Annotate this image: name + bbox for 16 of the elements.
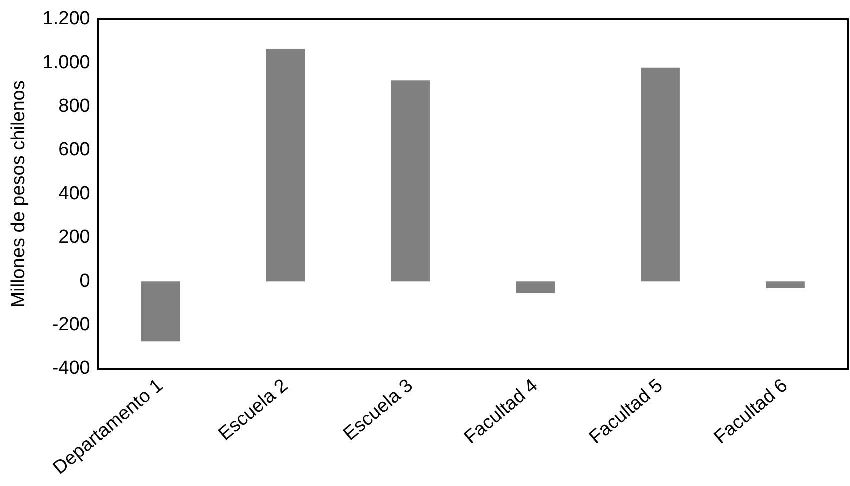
bar [141, 282, 180, 342]
y-tick-label: 400 [58, 183, 90, 204]
y-tick-label: 600 [58, 140, 90, 161]
bar [766, 282, 805, 289]
y-tick-label: 1.200 [42, 8, 90, 30]
bar [391, 80, 430, 282]
y-tick-label: 0 [80, 270, 90, 292]
y-tick-label: -200 [52, 314, 90, 336]
bar [516, 282, 556, 294]
y-tick-label: 800 [58, 96, 90, 118]
bar [266, 49, 306, 282]
y-tick-label: 200 [58, 227, 90, 248]
y-tick-label: -400 [52, 358, 90, 380]
y-axis-title: Millones de pesos chilenos [8, 80, 30, 308]
bar [641, 68, 680, 282]
y-tick-label: 1.000 [42, 52, 90, 74]
